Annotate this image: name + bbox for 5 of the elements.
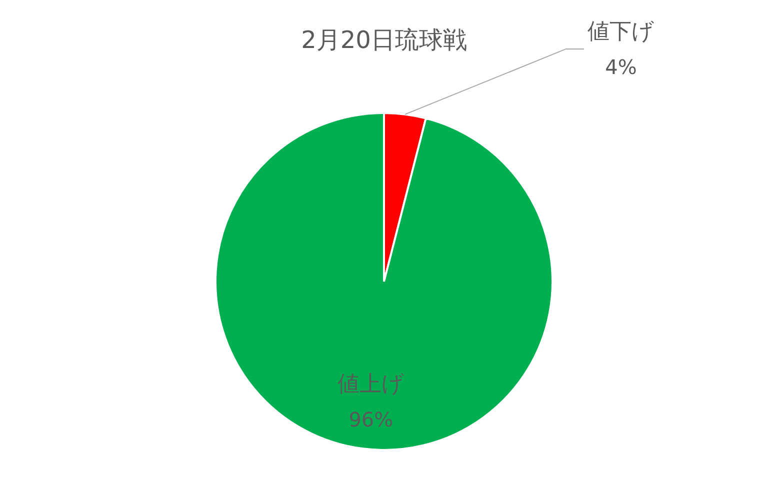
chart-title: 2月20日琉球戦 <box>301 26 467 54</box>
data-label: 4% <box>605 55 637 80</box>
data-label: 96% <box>348 407 394 432</box>
slice-label: 値上げ <box>337 372 404 397</box>
slice-label: 値下げ <box>587 20 654 45</box>
